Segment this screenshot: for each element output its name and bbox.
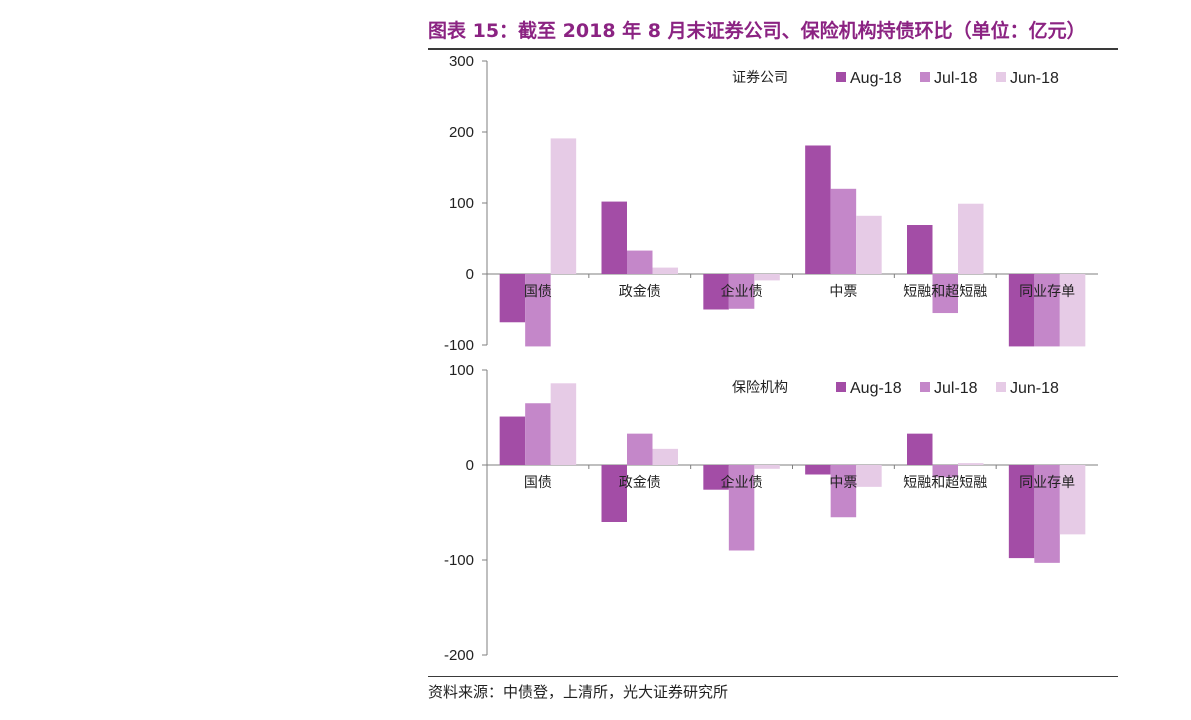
bar — [907, 433, 933, 465]
legend-label: Aug-18 — [850, 380, 902, 397]
panel-label: 证券公司 — [732, 70, 788, 86]
bar — [652, 267, 678, 274]
legend-label: Jun-18 — [1010, 380, 1059, 397]
bar — [525, 274, 551, 347]
bar — [932, 274, 958, 314]
category-label: 短融和超短融 — [903, 475, 987, 491]
bar — [601, 465, 627, 522]
bar — [652, 448, 678, 465]
bar — [627, 433, 653, 465]
category-label: 同业存单 — [1019, 475, 1075, 491]
bar — [550, 138, 577, 274]
bar — [856, 465, 882, 487]
bar — [830, 188, 857, 274]
category-label: 中票 — [829, 475, 857, 491]
bar — [1059, 465, 1086, 535]
y-tick-label: 0 — [466, 457, 474, 474]
legend-label: Jul-18 — [934, 70, 978, 87]
bar — [932, 465, 958, 478]
bar — [958, 463, 984, 465]
category-label: 同业存单 — [1019, 284, 1075, 300]
bar — [754, 465, 780, 469]
y-tick-label: -100 — [444, 552, 474, 569]
bar — [1008, 465, 1035, 559]
category-label: 政金债 — [619, 475, 661, 491]
y-tick-label: -200 — [444, 647, 474, 664]
category-label: 短融和超短融 — [903, 284, 987, 300]
category-label: 中票 — [829, 284, 857, 300]
y-tick-label: 200 — [449, 124, 474, 141]
category-label: 政金债 — [619, 284, 661, 300]
bar — [703, 274, 729, 310]
bar — [499, 416, 526, 465]
source-note: 资料来源：中债登，上清所，光大证券研究所 — [428, 683, 729, 701]
bar — [728, 274, 755, 309]
bar — [525, 403, 551, 465]
category-label: 国债 — [524, 475, 552, 491]
bar — [754, 274, 780, 281]
bar — [856, 215, 882, 274]
legend-swatch — [996, 382, 1006, 392]
source-divider — [428, 676, 1118, 677]
bar — [728, 465, 755, 551]
y-tick-label: -100 — [444, 337, 474, 354]
bar — [907, 225, 933, 274]
legend-swatch — [836, 72, 846, 82]
bar — [805, 145, 831, 274]
legend-swatch — [920, 382, 930, 392]
category-label: 企业债 — [721, 474, 763, 491]
bar — [499, 274, 526, 323]
y-tick-label: 100 — [449, 195, 474, 212]
bar — [958, 203, 984, 274]
legend-label: Jun-18 — [1010, 70, 1059, 87]
legend-swatch — [996, 72, 1006, 82]
bar — [703, 465, 729, 490]
bar — [1008, 274, 1035, 347]
bar — [1059, 274, 1086, 347]
y-tick-label: 100 — [449, 362, 474, 379]
legend-swatch — [836, 382, 846, 392]
bar — [550, 383, 577, 465]
bar — [601, 201, 627, 274]
title-divider — [428, 48, 1118, 50]
bar — [1034, 274, 1060, 347]
bar — [1034, 465, 1060, 563]
y-tick-label: 300 — [449, 53, 474, 70]
category-label: 企业债 — [721, 283, 763, 300]
bar — [627, 250, 653, 274]
y-tick-label: 0 — [466, 266, 474, 283]
legend-label: Jul-18 — [934, 380, 978, 397]
legend-swatch — [920, 72, 930, 82]
legend-label: Aug-18 — [850, 70, 902, 87]
bar — [830, 465, 857, 518]
bar — [805, 465, 831, 475]
figure-title: 图表 15：截至 2018 年 8 月末证券公司、保险机构持债环比（单位：亿元） — [428, 20, 1086, 42]
category-label: 国债 — [524, 284, 552, 300]
panel-label: 保险机构 — [732, 380, 788, 396]
